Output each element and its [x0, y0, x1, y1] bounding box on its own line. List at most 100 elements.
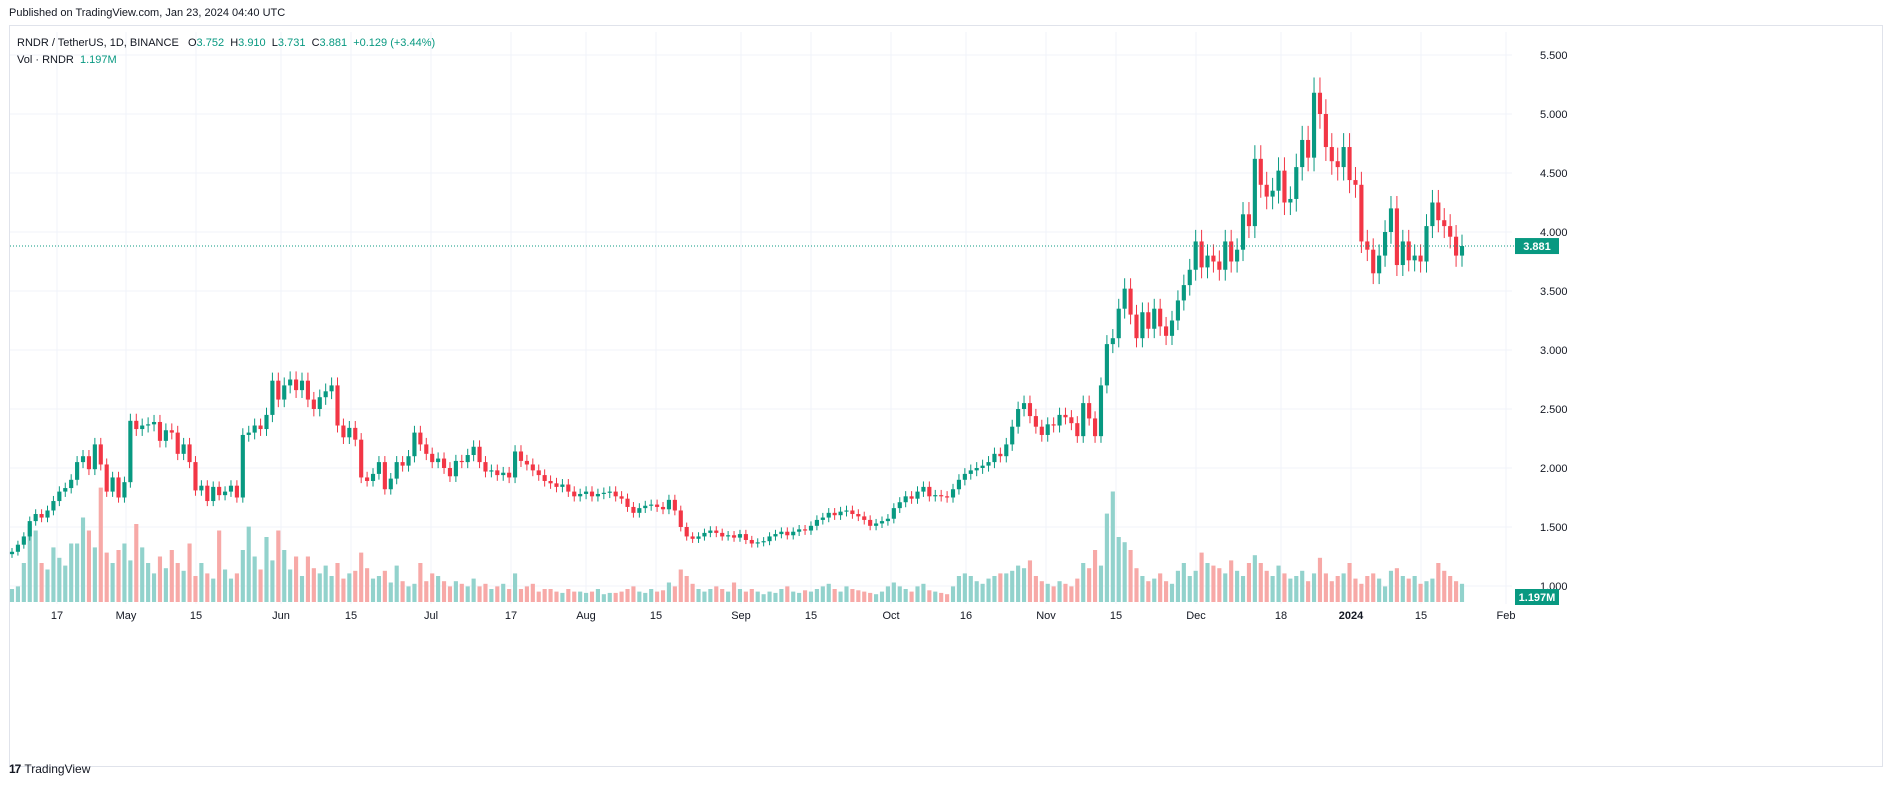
volume-bar: [560, 592, 565, 602]
candle-body: [1140, 312, 1145, 339]
candle-body: [974, 468, 979, 471]
volume-bar: [737, 589, 743, 602]
candle-body: [945, 496, 950, 498]
volume-bar: [406, 586, 411, 602]
volume-bar: [1199, 552, 1204, 602]
candle-body: [1033, 416, 1038, 427]
candle-body: [347, 427, 352, 438]
volume-bar: [554, 591, 559, 602]
volume-bar: [1400, 576, 1405, 602]
time-axis: 17 May 15 Jun 15 Jul 17 Aug 15 Sep 15 Oct 16 Nov 15 Dec…: [51, 610, 1516, 622]
volume-bar: [92, 547, 97, 602]
volume-bar: [607, 592, 612, 602]
candle-body: [335, 385, 340, 426]
volume-bar: [1459, 583, 1465, 602]
candle-body: [1146, 312, 1151, 329]
candle-body: [779, 531, 784, 535]
volume-bar: [1122, 542, 1127, 602]
candle-body: [655, 504, 660, 507]
candle-body: [134, 420, 139, 430]
candle-body: [1418, 255, 1423, 262]
volume-bar: [956, 576, 962, 602]
candle-body: [199, 485, 204, 491]
candle-body: [933, 495, 938, 497]
candle-body: [808, 525, 814, 531]
volume-bar: [714, 586, 719, 602]
volume-bar: [1394, 568, 1399, 602]
candle-body: [1341, 147, 1346, 168]
volume-bar: [1021, 568, 1027, 602]
volume-bar: [891, 582, 896, 602]
volume-bar: [1081, 563, 1086, 602]
volume-value: 1.197M: [79, 54, 117, 66]
volume-bar: [974, 581, 979, 602]
volume-bar: [430, 573, 435, 602]
candle-body: [1347, 147, 1352, 181]
candle-body: [63, 488, 68, 492]
candle-body: [157, 421, 163, 441]
candle-body: [240, 434, 245, 498]
volume-bar: [897, 586, 902, 602]
candle-body: [400, 462, 405, 466]
candle-body: [1045, 424, 1050, 435]
candle-body: [1406, 241, 1411, 261]
candle-body: [1442, 220, 1447, 227]
candle-body: [258, 425, 263, 430]
last-price-tag: [1515, 238, 1559, 255]
last-price-markers: 3.881 1.197M: [10, 238, 1559, 605]
volume-bar: [1211, 565, 1216, 602]
volume-label[interactable]: Vol · RNDR: [17, 54, 74, 66]
candle-body: [678, 510, 683, 527]
volume-bar: [222, 569, 228, 602]
volume-bar: [1229, 560, 1234, 602]
volume-bar: [246, 526, 251, 602]
volume-bar: [1329, 581, 1334, 602]
candle-body: [57, 491, 62, 502]
candle-body: [885, 518, 890, 522]
volume-bar: [465, 586, 470, 602]
candle-body: [720, 532, 725, 537]
candle-body: [572, 491, 577, 497]
time-tick-label: Jul: [424, 610, 438, 622]
candle-body: [305, 380, 310, 400]
candle-body: [353, 427, 358, 440]
candle-body: [228, 485, 234, 492]
candle-body: [86, 456, 92, 470]
symbol-label[interactable]: RNDR / TetherUS, 1D, BINANCE: [17, 37, 179, 49]
volume-bar: [134, 524, 139, 602]
candle-body: [1016, 409, 1021, 427]
candle-body: [1187, 269, 1192, 286]
volume-bar: [1187, 576, 1192, 602]
volume-bar: [9, 589, 15, 602]
volume-bar: [1205, 563, 1210, 602]
candle-body: [341, 425, 346, 438]
volume-bar: [365, 568, 370, 602]
candle-body: [1300, 139, 1305, 168]
candle-body: [211, 486, 216, 502]
volume-bar: [1382, 586, 1388, 602]
volume-bar: [1406, 578, 1411, 602]
volume-bar: [743, 591, 748, 602]
candle-body: [844, 510, 849, 512]
volume-bar: [702, 591, 707, 602]
volume-bar: [1235, 570, 1240, 602]
candle-body: [122, 482, 127, 498]
candle-body: [1081, 403, 1086, 437]
volume-bar: [808, 591, 814, 602]
volume-bar: [1341, 573, 1346, 602]
volume-bar: [388, 582, 393, 602]
time-tick-label: Feb: [1497, 610, 1516, 622]
candle-body: [1335, 161, 1340, 168]
volume-bar: [773, 592, 778, 602]
candle-body: [968, 470, 973, 474]
volume-bar: [589, 591, 595, 602]
volume-bar: [157, 556, 163, 602]
candle-body: [1448, 226, 1453, 237]
candle-body: [838, 511, 843, 516]
volume-bar: [1252, 555, 1257, 602]
candle-body: [950, 489, 956, 498]
candle-body: [672, 499, 677, 511]
volume-bar: [903, 589, 908, 602]
candle-body: [1329, 147, 1334, 162]
